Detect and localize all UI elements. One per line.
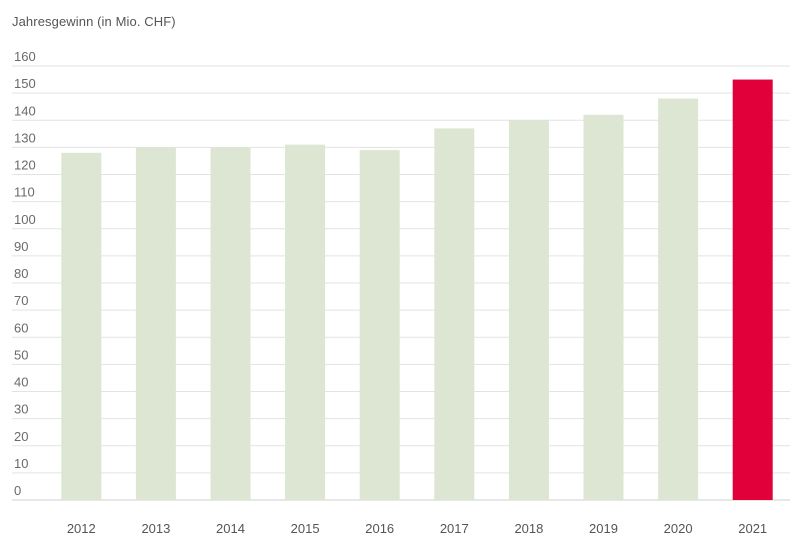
bar-2019 [583, 114, 624, 500]
y-tick-label: 60 [14, 320, 28, 335]
x-tick-label: 2016 [365, 521, 394, 536]
y-tick-label: 130 [14, 130, 36, 145]
bar-2012 [61, 152, 102, 501]
x-tick-label: 2015 [291, 521, 320, 536]
bar-2015 [285, 144, 326, 500]
y-tick-label: 150 [14, 76, 36, 91]
x-tick-label: 2013 [141, 521, 170, 536]
bar-2013 [135, 147, 176, 500]
x-tick-label: 2014 [216, 521, 245, 536]
y-tick-label: 100 [14, 212, 36, 227]
bar-2016 [359, 150, 400, 500]
x-axis-tick-labels: 2012 2013 2014 2015 2016 2017 2018 2019 2020 2021 [67, 521, 767, 536]
bar-2020 [658, 98, 699, 501]
y-tick-label: 20 [14, 429, 28, 444]
y-tick-label: 140 [14, 103, 36, 118]
x-tick-label: 2020 [664, 521, 693, 536]
y-tick-label: 110 [14, 185, 35, 200]
x-tick-label: 2017 [440, 521, 469, 536]
y-tick-label: 0 [14, 483, 21, 498]
x-tick-label: 2018 [514, 521, 543, 536]
y-tick-label: 70 [14, 293, 28, 308]
bar-2021 [732, 79, 773, 500]
y-axis-tick-labels: 0 10 20 30 40 50 60 70 80 90 100 110 120 130 140 150 160 [14, 49, 36, 498]
x-tick-label: 2012 [67, 521, 96, 536]
y-tick-label: 90 [14, 239, 28, 254]
y-tick-label: 160 [14, 49, 36, 64]
y-tick-label: 30 [14, 402, 28, 417]
x-tick-label: 2021 [738, 521, 767, 536]
bar-2017 [434, 128, 475, 500]
x-tick-label: 2019 [589, 521, 618, 536]
y-tick-label: 10 [14, 456, 28, 471]
chart-title: Jahresgewinn (in Mio. CHF) [12, 14, 176, 29]
bars [61, 79, 773, 501]
bar-2014 [210, 147, 251, 500]
y-tick-label: 80 [14, 266, 28, 281]
y-tick-label: 40 [14, 375, 28, 390]
bar-2018 [508, 120, 549, 500]
y-tick-label: 50 [14, 347, 28, 362]
y-tick-label: 120 [14, 158, 36, 173]
